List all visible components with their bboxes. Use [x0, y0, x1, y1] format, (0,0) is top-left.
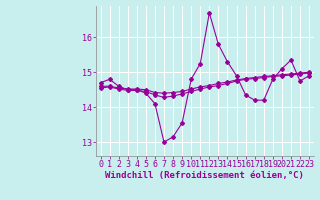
- X-axis label: Windchill (Refroidissement éolien,°C): Windchill (Refroidissement éolien,°C): [105, 171, 304, 180]
